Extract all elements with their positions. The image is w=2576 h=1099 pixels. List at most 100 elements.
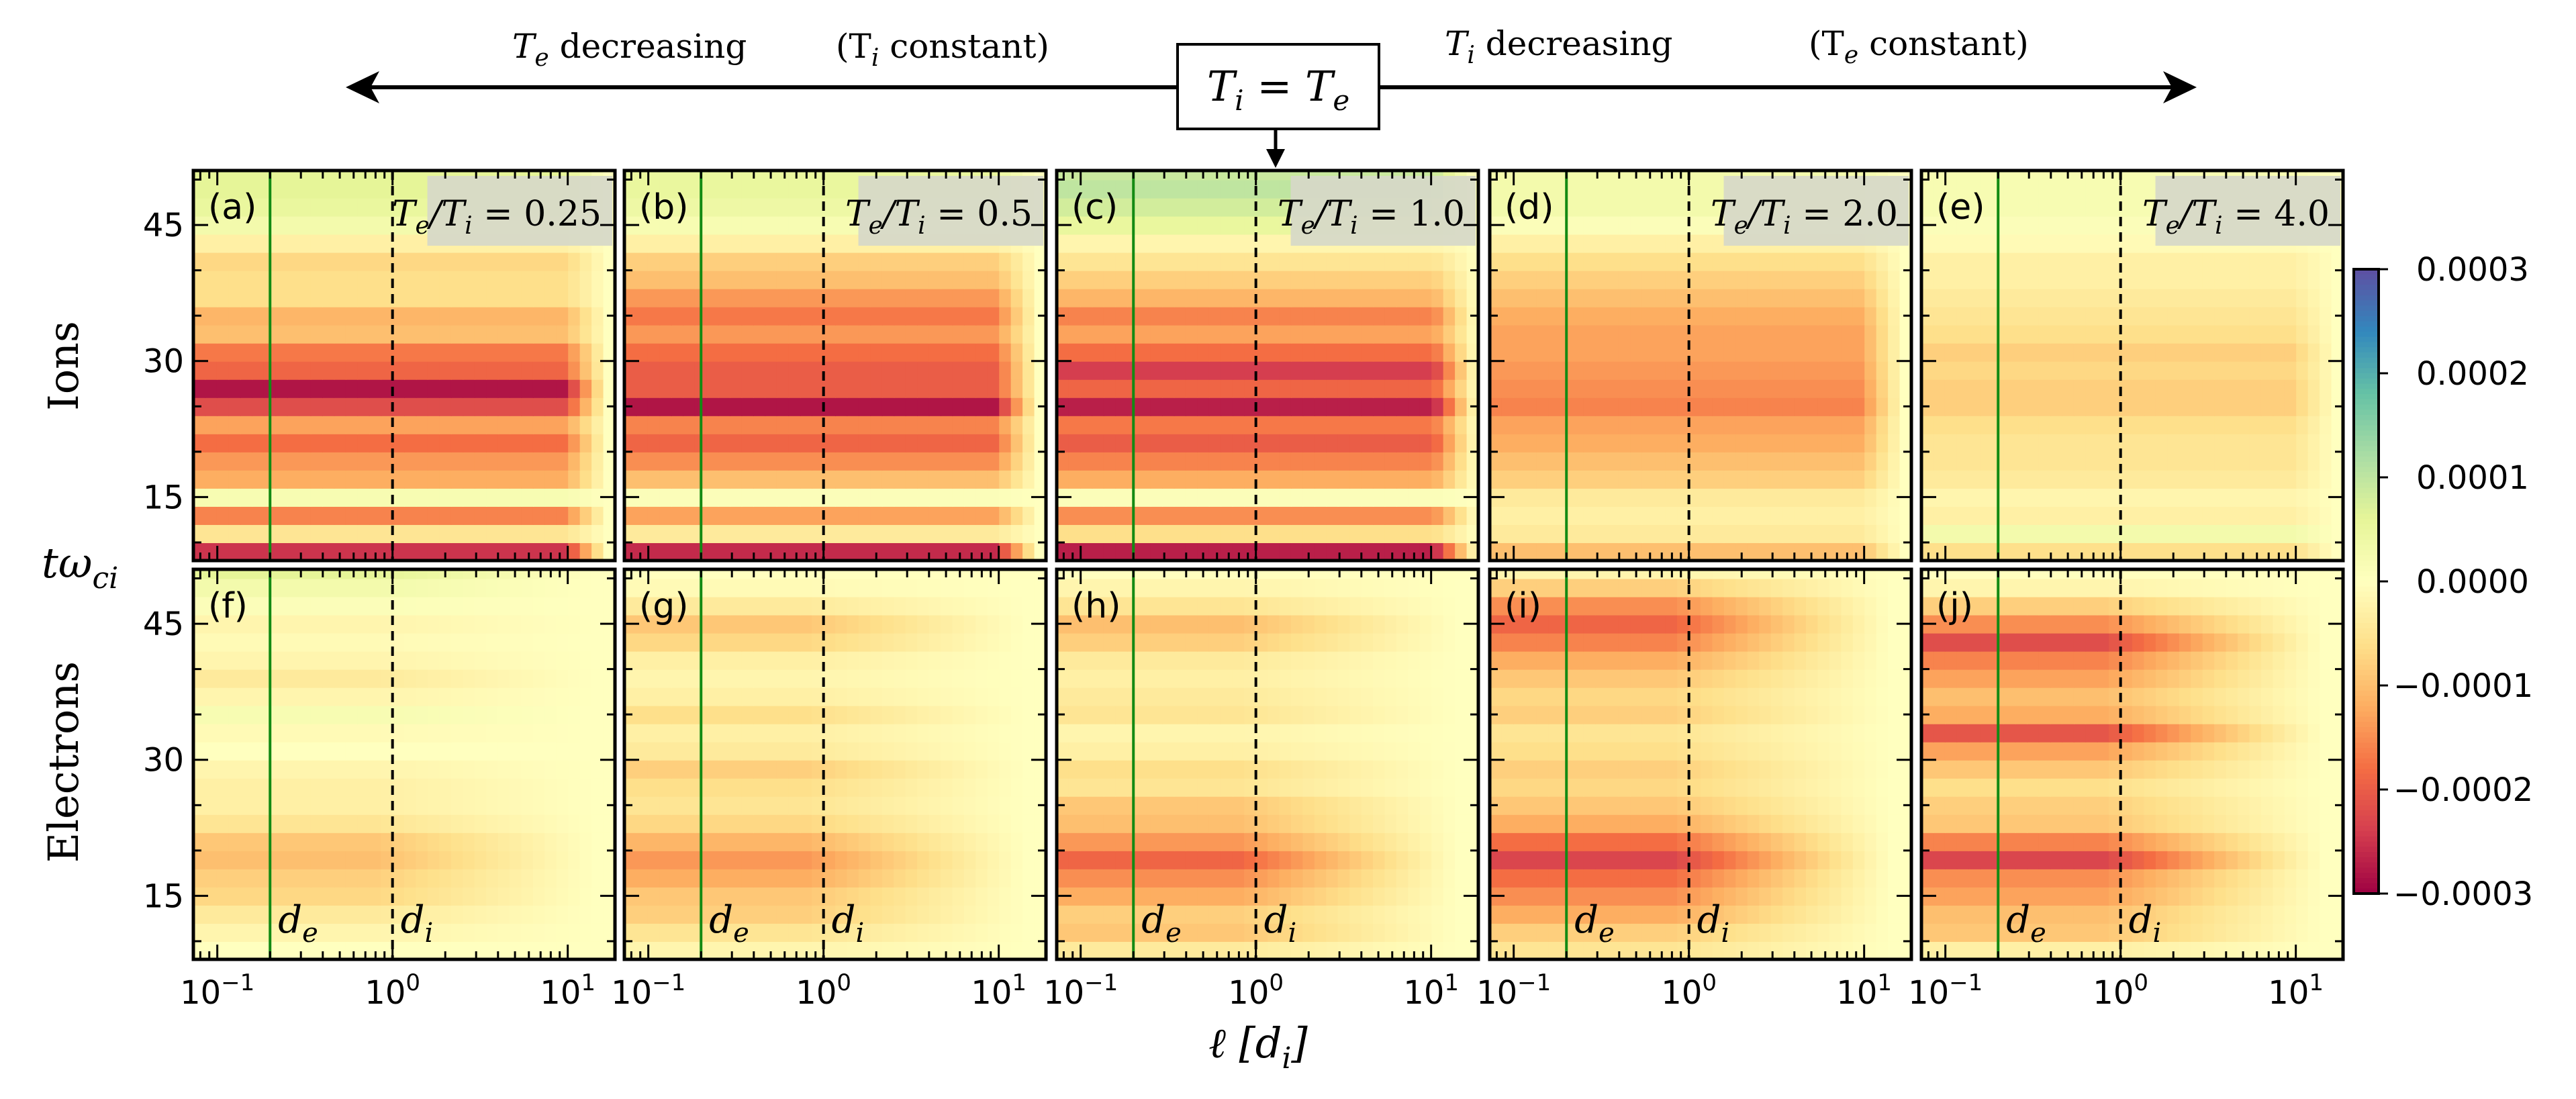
heatmap-cell [2062, 433, 2074, 452]
heatmap-cell [1595, 270, 1608, 289]
heatmap-cell [1396, 397, 1409, 416]
heatmap-cell [1513, 487, 1526, 507]
heatmap-cell [1595, 252, 1608, 271]
heatmap-cell [579, 614, 593, 634]
heatmap-cell [1232, 433, 1245, 452]
heatmap-cell [952, 270, 965, 289]
heatmap-cell [1525, 270, 1537, 289]
heatmap-cell [1092, 433, 1104, 452]
heatmap-cell [544, 614, 557, 634]
heatmap-cell [2015, 270, 2028, 289]
heatmap-cell [510, 469, 522, 489]
heatmap-cell [765, 397, 777, 416]
heatmap-cell [310, 723, 323, 743]
heatmap-cell [2226, 361, 2238, 380]
heatmap-cell [788, 270, 801, 289]
arrow-left-icon [346, 71, 379, 103]
heatmap-cell [1150, 506, 1163, 525]
heatmap-cell [1396, 542, 1409, 561]
heatmap-cell [1770, 524, 1784, 543]
heatmap-cell [1583, 324, 1596, 344]
heatmap-cell [1208, 433, 1222, 452]
heatmap-cell [1197, 506, 1210, 525]
heatmap-cell [975, 270, 988, 289]
heatmap-cell [1501, 270, 1514, 289]
heatmap-cell [1607, 234, 1619, 253]
heatmap-cell [1221, 288, 1233, 307]
arrow-right-icon [2163, 71, 2197, 103]
heatmap-cell [404, 361, 417, 380]
heatmap-cell [1829, 379, 1842, 398]
heatmap-cell [1770, 469, 1784, 489]
heatmap-cell [1888, 342, 1901, 362]
heatmap-cell [591, 759, 604, 779]
heatmap-cell [1944, 397, 1958, 416]
heatmap-cell [439, 941, 452, 960]
heatmap-cell [369, 632, 382, 652]
heatmap-cell [275, 723, 288, 743]
heatmap-cell [1080, 433, 1093, 452]
heatmap-cell [357, 451, 370, 471]
heatmap-cell [416, 433, 428, 452]
heatmap-cell [591, 904, 604, 924]
heatmap-cell [510, 705, 522, 724]
heatmap-cell [1701, 397, 1713, 416]
heatmap-cell [544, 397, 557, 416]
heatmap-cell [474, 324, 487, 344]
heatmap-cell [624, 379, 637, 398]
heatmap-cell [1022, 397, 1035, 416]
heatmap-cell [603, 361, 616, 380]
heatmap-cell [1431, 361, 1444, 380]
heatmap-cell [2015, 197, 2028, 217]
heatmap-cell [2238, 469, 2250, 489]
heatmap-cell [671, 342, 684, 362]
heatmap-cell [1525, 487, 1537, 507]
heatmap-cell [1583, 379, 1596, 398]
heatmap-cell [334, 234, 346, 253]
heatmap-cell [2260, 361, 2274, 380]
heatmap-cell [404, 487, 417, 507]
heatmap-cell [1888, 451, 1901, 471]
heatmap-cell [427, 868, 440, 888]
heatmap-cell [2062, 234, 2074, 253]
heatmap-cell [683, 270, 696, 289]
heatmap-cell [1326, 433, 1339, 452]
heatmap-cell [1092, 197, 1104, 217]
heatmap-cell [975, 379, 988, 398]
heatmap-cell [1583, 171, 1596, 181]
heatmap-cell [1384, 506, 1397, 525]
heatmap-cell [1244, 361, 1257, 380]
heatmap-cell [2120, 379, 2133, 398]
heatmap-cell [1208, 179, 1222, 199]
heatmap-cell [1279, 542, 1292, 561]
heatmap-cell [2202, 288, 2215, 307]
heatmap-cell [1782, 469, 1795, 489]
heatmap-cell [497, 614, 510, 634]
heatmap-cell [1197, 415, 1210, 434]
heatmap-cell [1068, 234, 1081, 253]
heatmap-cell [1770, 288, 1784, 307]
heatmap-cell [928, 506, 941, 525]
heatmap-cell [2238, 270, 2250, 289]
heatmap-cell [310, 832, 323, 851]
heatmap-cell [369, 379, 382, 398]
heatmap-cell [579, 723, 593, 743]
heatmap-cell [240, 741, 253, 761]
heatmap-cell [2050, 197, 2063, 217]
heatmap-cell [730, 469, 743, 489]
heatmap-cell [345, 171, 359, 181]
heatmap-cell [1337, 433, 1351, 452]
heatmap-cell [706, 234, 719, 253]
heatmap-cell [1641, 288, 1655, 307]
heatmap-cell [310, 705, 323, 724]
heatmap-cell [1244, 288, 1257, 307]
heatmap-cell [486, 306, 499, 326]
heatmap-cell [1490, 342, 1502, 362]
heatmap-cell [299, 252, 312, 271]
heatmap-cell [310, 469, 323, 489]
heatmap-cell [2073, 397, 2087, 416]
heatmap-cell [1197, 179, 1210, 199]
heatmap-cell [510, 379, 522, 398]
heatmap-cell [1431, 415, 1444, 434]
heatmap-cell [510, 922, 522, 942]
